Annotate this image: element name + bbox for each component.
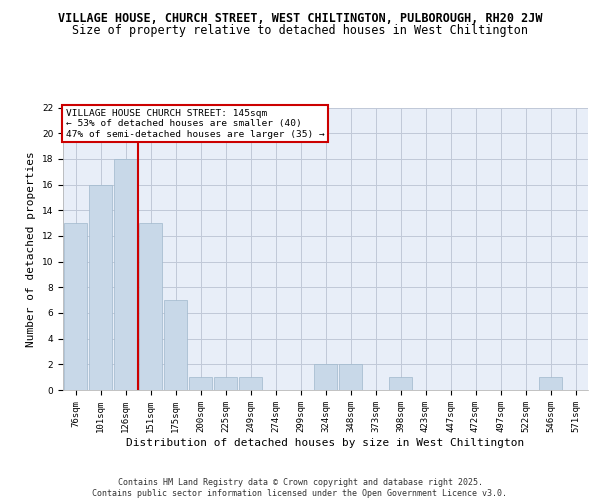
- Bar: [113, 159, 137, 390]
- Bar: [139, 223, 163, 390]
- Bar: [188, 377, 212, 390]
- Text: VILLAGE HOUSE, CHURCH STREET, WEST CHILTINGTON, PULBOROUGH, RH20 2JW: VILLAGE HOUSE, CHURCH STREET, WEST CHILT…: [58, 12, 542, 26]
- Y-axis label: Number of detached properties: Number of detached properties: [26, 151, 36, 346]
- Text: Contains HM Land Registry data © Crown copyright and database right 2025.
Contai: Contains HM Land Registry data © Crown c…: [92, 478, 508, 498]
- Bar: [338, 364, 362, 390]
- Bar: [89, 184, 112, 390]
- Bar: [314, 364, 337, 390]
- Text: Size of property relative to detached houses in West Chiltington: Size of property relative to detached ho…: [72, 24, 528, 37]
- Bar: [239, 377, 262, 390]
- Bar: [164, 300, 187, 390]
- Bar: [539, 377, 562, 390]
- X-axis label: Distribution of detached houses by size in West Chiltington: Distribution of detached houses by size …: [127, 438, 524, 448]
- Bar: [389, 377, 412, 390]
- Text: VILLAGE HOUSE CHURCH STREET: 145sqm
← 53% of detached houses are smaller (40)
47: VILLAGE HOUSE CHURCH STREET: 145sqm ← 53…: [65, 109, 325, 138]
- Bar: [64, 223, 88, 390]
- Bar: [214, 377, 238, 390]
